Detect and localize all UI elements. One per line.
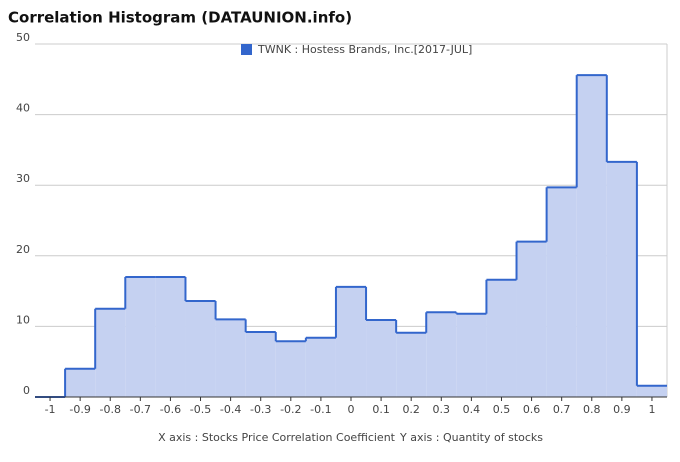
bar	[396, 332, 427, 397]
bar	[456, 313, 487, 397]
x-tick-label: -0.8	[100, 403, 121, 416]
x-tick-label: 0.3	[433, 403, 451, 416]
chart-title: Correlation Histogram (DATAUNION.info)	[8, 9, 352, 27]
bar	[516, 241, 547, 397]
bar	[275, 341, 306, 397]
legend-swatch	[241, 44, 252, 55]
y-tick-label: 20	[16, 243, 30, 256]
x-tick-label: -0.3	[250, 403, 271, 416]
x-tick-label: 1	[648, 403, 655, 416]
x-tick-label: 0.4	[463, 403, 481, 416]
y-tick-label: 0	[23, 384, 30, 397]
y-tick-label: 40	[16, 102, 30, 115]
x-tick-label: 0.6	[523, 403, 541, 416]
x-axis-label: X axis : Stocks Price Correlation Coeffi…	[158, 431, 396, 444]
x-tick-label: 0.5	[493, 403, 511, 416]
bar	[125, 276, 156, 397]
y-tick-label: 10	[16, 313, 30, 326]
bar	[95, 308, 126, 397]
x-tick-label: 0	[348, 403, 355, 416]
y-axis-label: Y axis : Quantity of stocks	[399, 431, 543, 444]
x-tick-label: -0.2	[280, 403, 301, 416]
x-tick-label: -0.7	[130, 403, 151, 416]
x-tick-label: 0.1	[372, 403, 390, 416]
x-tick-label: 0.9	[613, 403, 631, 416]
bar	[636, 385, 667, 397]
x-tick-label: 0.7	[553, 403, 571, 416]
y-tick-label: 30	[16, 172, 30, 185]
bar	[215, 319, 246, 397]
legend-label: TWNK : Hostess Brands, Inc.[2017-JUL]	[257, 43, 472, 56]
x-tick-label: -0.6	[160, 403, 181, 416]
x-tick-label: -0.5	[190, 403, 211, 416]
bar	[486, 279, 517, 397]
x-tick-label: 0.2	[402, 403, 420, 416]
bar	[426, 312, 457, 397]
bar	[576, 75, 607, 398]
bar	[245, 332, 276, 397]
bar	[185, 300, 216, 397]
bar	[335, 286, 367, 397]
bar	[65, 368, 96, 397]
bar	[305, 337, 336, 397]
x-tick-label: -1	[45, 403, 56, 416]
bar	[366, 320, 397, 397]
x-tick-label: -0.4	[220, 403, 241, 416]
bar	[155, 276, 186, 397]
x-tick-label: -0.1	[310, 403, 331, 416]
x-tick-label: 0.8	[583, 403, 601, 416]
bar	[546, 187, 577, 397]
x-tick-label: -0.9	[69, 403, 90, 416]
y-tick-label: 50	[16, 31, 30, 44]
bar	[606, 161, 637, 397]
